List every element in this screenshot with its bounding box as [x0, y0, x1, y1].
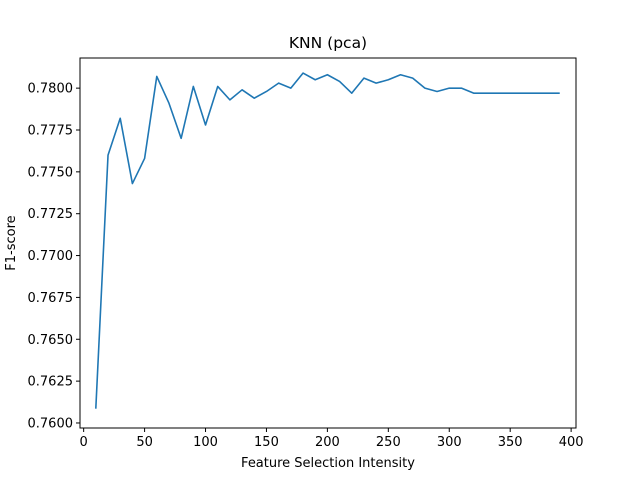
y-tick-label: 0.7675 — [28, 291, 74, 306]
y-tick-label: 0.7725 — [28, 207, 74, 222]
x-tick-label: 100 — [193, 435, 218, 450]
ticks-layer: 0 50 100 150 200 250 300 350 400 0.7600 0.7625 0.76… — [28, 82, 584, 450]
series-line — [95, 72, 560, 409]
y-tick-label: 0.7750 — [28, 165, 74, 180]
y-tick-label: 0.7700 — [28, 249, 74, 264]
y-axis-label: F1-score — [4, 215, 19, 270]
y-tick-label: 0.7600 — [28, 416, 74, 431]
x-tick-label: 250 — [376, 435, 401, 450]
chart-title: KNN (pca) — [289, 34, 367, 52]
y-tick-label: 0.7650 — [28, 333, 74, 348]
x-tick-label: 400 — [559, 435, 584, 450]
y-tick-label: 0.7775 — [28, 123, 74, 138]
plot-frame — [79, 57, 577, 429]
x-tick-label: 50 — [136, 435, 153, 450]
series-layer — [95, 72, 560, 409]
x-tick-label: 300 — [437, 435, 462, 450]
y-tick-label: 0.7625 — [28, 375, 74, 390]
x-tick-label: 200 — [315, 435, 340, 450]
x-tick-label: 350 — [498, 435, 523, 450]
x-tick-label: 150 — [254, 435, 279, 450]
x-tick-label: 0 — [80, 435, 88, 450]
y-tick-label: 0.7800 — [28, 82, 74, 97]
x-axis-label: Feature Selection Intensity — [241, 456, 415, 471]
